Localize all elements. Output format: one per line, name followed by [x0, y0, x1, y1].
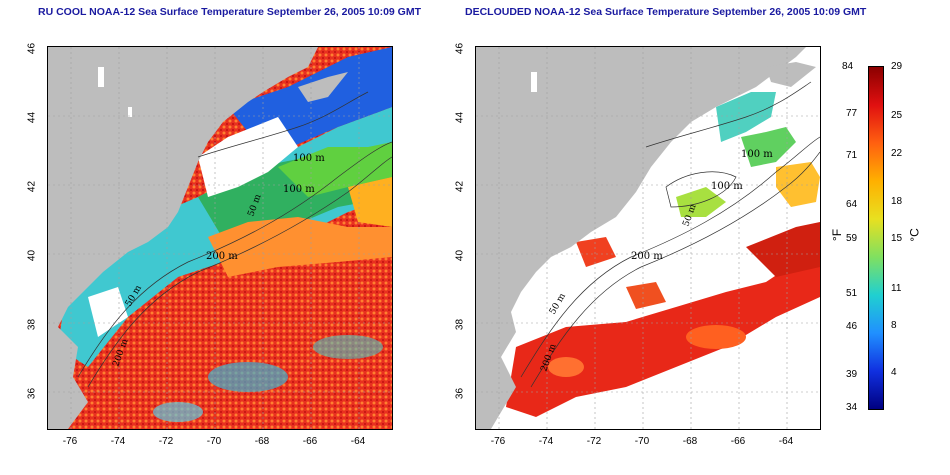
x-tick: -74 — [110, 436, 126, 447]
right-isobath-label: 100 m — [741, 149, 773, 160]
c-tick: 22 — [891, 148, 903, 159]
f-tick: 84 — [842, 61, 854, 72]
celsius-unit: °C — [907, 228, 922, 242]
f-tick: 39 — [846, 369, 858, 380]
c-tick: 4 — [891, 367, 897, 378]
y-tick: 36 — [454, 387, 466, 400]
right-isobath-label: 200 m — [631, 251, 663, 262]
f-tick: 64 — [846, 199, 858, 210]
x-tick: -72 — [158, 436, 174, 447]
f-tick: 51 — [846, 288, 858, 299]
f-tick: 77 — [846, 108, 858, 119]
c-tick: 29 — [891, 61, 903, 72]
left-isobath-label: 200 m — [206, 251, 238, 262]
left-map-title: RU COOL NOAA-12 Sea Surface Temperature … — [38, 6, 422, 18]
y-tick: 38 — [454, 318, 466, 331]
c-tick: 18 — [891, 196, 903, 207]
temperature-colorbar — [868, 66, 884, 410]
f-tick: 71 — [846, 150, 858, 161]
left-isobath-label: 100 m — [283, 184, 315, 195]
right-isobath-label: 100 m — [711, 181, 743, 192]
y-tick: 38 — [26, 318, 38, 331]
x-tick: -76 — [490, 436, 506, 447]
x-tick: -64 — [350, 436, 366, 447]
f-tick: 59 — [846, 233, 858, 244]
y-tick: 46 — [26, 42, 38, 55]
c-tick: 25 — [891, 110, 903, 121]
c-tick: 15 — [891, 233, 903, 244]
y-tick: 42 — [26, 180, 38, 193]
x-tick: -70 — [206, 436, 222, 447]
y-tick: 40 — [454, 249, 466, 262]
y-tick: 36 — [26, 387, 38, 400]
x-tick: -70 — [634, 436, 650, 447]
right-map-title: DECLOUDED NOAA-12 Sea Surface Temperatur… — [465, 6, 867, 18]
x-tick: -72 — [586, 436, 602, 447]
y-tick: 42 — [454, 180, 466, 193]
x-tick: -74 — [538, 436, 554, 447]
y-tick: 44 — [26, 111, 38, 124]
left-isobath-label: 100 m — [293, 153, 325, 164]
f-tick: 34 — [846, 402, 858, 413]
left-sst-map: 100 m 100 m 50 m 200 m 200 m 50 m — [47, 46, 393, 430]
x-tick: -76 — [62, 436, 78, 447]
x-tick: -66 — [302, 436, 318, 447]
fahrenheit-unit: °F — [830, 228, 845, 242]
y-tick: 44 — [454, 111, 466, 124]
c-tick: 8 — [891, 320, 897, 331]
right-sst-map: 100 m 100 m 50 m 200 m 50 m 200 m — [475, 46, 821, 430]
y-tick: 40 — [26, 249, 38, 262]
y-tick: 46 — [454, 42, 466, 55]
x-tick: -68 — [254, 436, 270, 447]
x-tick: -64 — [778, 436, 794, 447]
x-tick: -66 — [730, 436, 746, 447]
f-tick: 46 — [846, 321, 858, 332]
x-tick: -68 — [682, 436, 698, 447]
c-tick: 11 — [891, 283, 902, 294]
